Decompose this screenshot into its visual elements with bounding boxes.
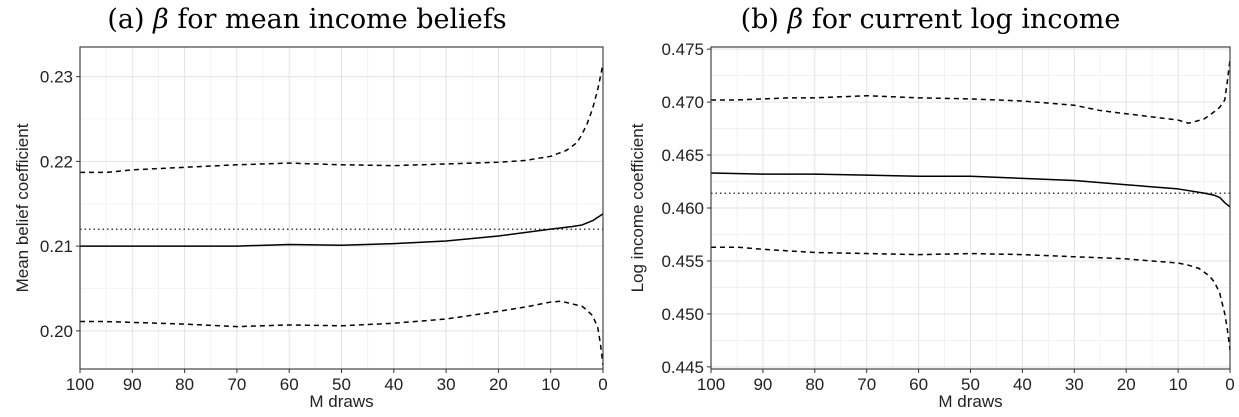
x-tick-label: 100 [697, 375, 725, 394]
x-tick-label: 20 [1117, 375, 1136, 394]
y-tick-label: 0.470 [661, 93, 704, 112]
y-tick-label: 0.23 [40, 68, 73, 87]
panel-b-title: (b) β for current log income [622, 4, 1239, 35]
x-tick-label: 80 [805, 375, 824, 394]
panel-a: (a) β for mean income beliefs 100 90 80 70 6… [0, 0, 614, 417]
y-tick-label: 0.465 [661, 146, 704, 165]
y-tick-label: 0.475 [661, 40, 704, 59]
x-tick-label: 10 [1169, 375, 1188, 394]
chart-a: 100 90 80 70 60 50 40 30 20 10 00.200.210.220.23M … [13, 46, 608, 411]
x-tick-label: 60 [280, 375, 299, 394]
x-axis-label: M draws [309, 392, 373, 411]
x-axis-label: M draws [938, 392, 1002, 411]
x-tick-label: 100 [66, 375, 94, 394]
panel-b-title-text: for current log income [811, 4, 1121, 35]
x-tick-label: 40 [1013, 375, 1032, 394]
series-estimate-line [80, 213, 604, 247]
series-bound-line-1 [80, 63, 604, 174]
panel-a-title-prefix: (a) [107, 4, 145, 35]
chart-b: 100 90 80 70 60 50 40 30 20 10 00.4450.4500.4550.4… [628, 40, 1235, 411]
x-tick-label: 60 [909, 375, 928, 394]
x-tick-label: 10 [541, 375, 560, 394]
series-bound-line-2 [711, 246, 1231, 351]
panel-a-title-beta: β [153, 4, 169, 35]
series-bound-line-2 [80, 300, 604, 365]
y-tick-label: 0.460 [661, 199, 704, 218]
x-tick-label: 70 [857, 375, 876, 394]
panel-b-title-prefix: (b) [740, 4, 779, 35]
y-tick-label: 0.445 [661, 358, 704, 377]
series-bound-line-1 [711, 59, 1231, 125]
panel-b: (b) β for current log income 100 90 80 70 60… [622, 0, 1239, 417]
x-tick-label: 80 [175, 375, 194, 394]
y-axis-label: Log income coefficient [628, 123, 647, 292]
x-tick-label: 90 [123, 375, 142, 394]
y-tick-label: 0.20 [40, 322, 73, 341]
y-axis-label: Mean belief coefficient [13, 123, 32, 292]
x-tick-label: 50 [332, 375, 351, 394]
x-tick-label: 30 [1065, 375, 1084, 394]
x-tick-label: 0 [598, 375, 607, 394]
panel-a-title-text: for mean income beliefs [177, 4, 507, 35]
x-tick-label: 20 [489, 375, 508, 394]
x-tick-label: 90 [753, 375, 772, 394]
y-tick-label: 0.22 [40, 152, 73, 171]
y-tick-label: 0.455 [661, 252, 704, 271]
y-tick-label: 0.450 [661, 305, 704, 324]
panel-b-title-beta: β [787, 4, 804, 35]
x-tick-label: 0 [1225, 375, 1234, 394]
x-tick-label: 30 [437, 375, 456, 394]
x-tick-label: 40 [384, 375, 403, 394]
series-estimate-line [710, 172, 1231, 208]
y-tick-label: 0.21 [40, 237, 73, 256]
panel-a-title: (a) β for mean income beliefs [0, 4, 614, 35]
x-tick-label: 70 [227, 375, 246, 394]
x-tick-label: 50 [961, 375, 980, 394]
